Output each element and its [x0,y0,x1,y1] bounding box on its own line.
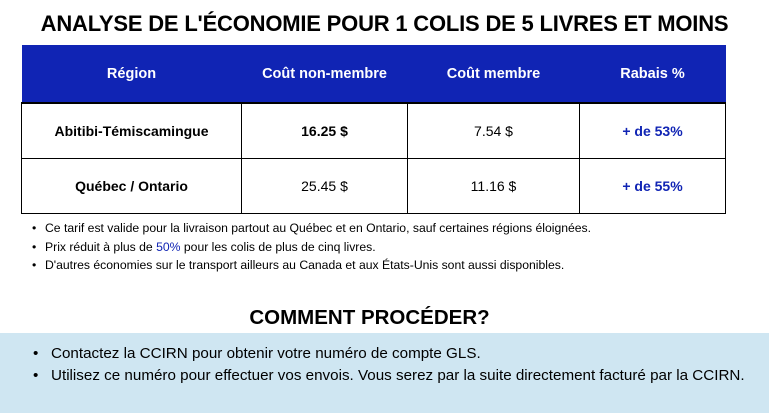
cell-region: Québec / Ontario [21,157,242,214]
note-text: Prix réduit à plus de [45,239,157,254]
header-member-cost: Coût membre [407,45,580,103]
cell-region: Abitibi-Témiscamingue [21,102,242,159]
table-row: Abitibi-Témiscamingue 16.25 $ 7.54 $ + d… [21,102,726,159]
cell-non-member-cost: 16.25 $ [241,102,408,159]
note-text: pour les colis de plus de cinq livres. [180,239,376,254]
cell-rebate: + de 53% [579,102,726,159]
cell-member-cost: 7.54 $ [407,102,580,159]
cell-rebate: + de 55% [579,157,726,214]
note-item: Ce tarif est valide pour la livraison pa… [32,219,591,238]
howto-panel: Contactez la CCIRN pour obtenir votre nu… [0,333,769,413]
header-rebate: Rabais % [579,45,726,103]
table-row: Québec / Ontario 25.45 $ 11.16 $ + de 55… [21,157,726,214]
page-title: ANALYSE DE L'ÉCONOMIE POUR 1 COLIS DE 5 … [40,11,729,36]
note-item: Prix réduit à plus de 50% pour les colis… [32,238,591,257]
note-text: D'autres économies sur le transport aill… [45,258,565,272]
step-item: Contactez la CCIRN pour obtenir votre nu… [29,343,749,365]
steps-list: Contactez la CCIRN pour obtenir votre nu… [29,343,749,387]
header-non-member-cost: Coût non-membre [241,45,408,103]
note-item: D'autres économies sur le transport aill… [32,256,591,275]
cell-non-member-cost: 25.45 $ [241,157,408,214]
note-highlight: 50% [156,239,181,254]
table-header-row: Région Coût non-membre Coût membre Rabai… [21,45,726,103]
section-title: COMMENT PROCÉDER? [249,306,490,329]
header-region: Région [21,45,242,103]
notes-list: Ce tarif est valide pour la livraison pa… [32,219,591,275]
cell-member-cost: 11.16 $ [407,157,580,214]
pricing-table: Région Coût non-membre Coût membre Rabai… [21,45,726,214]
step-item: Utilisez ce numéro pour effectuer vos en… [29,365,749,387]
note-text: Ce tarif est valide pour la livraison pa… [45,221,592,235]
